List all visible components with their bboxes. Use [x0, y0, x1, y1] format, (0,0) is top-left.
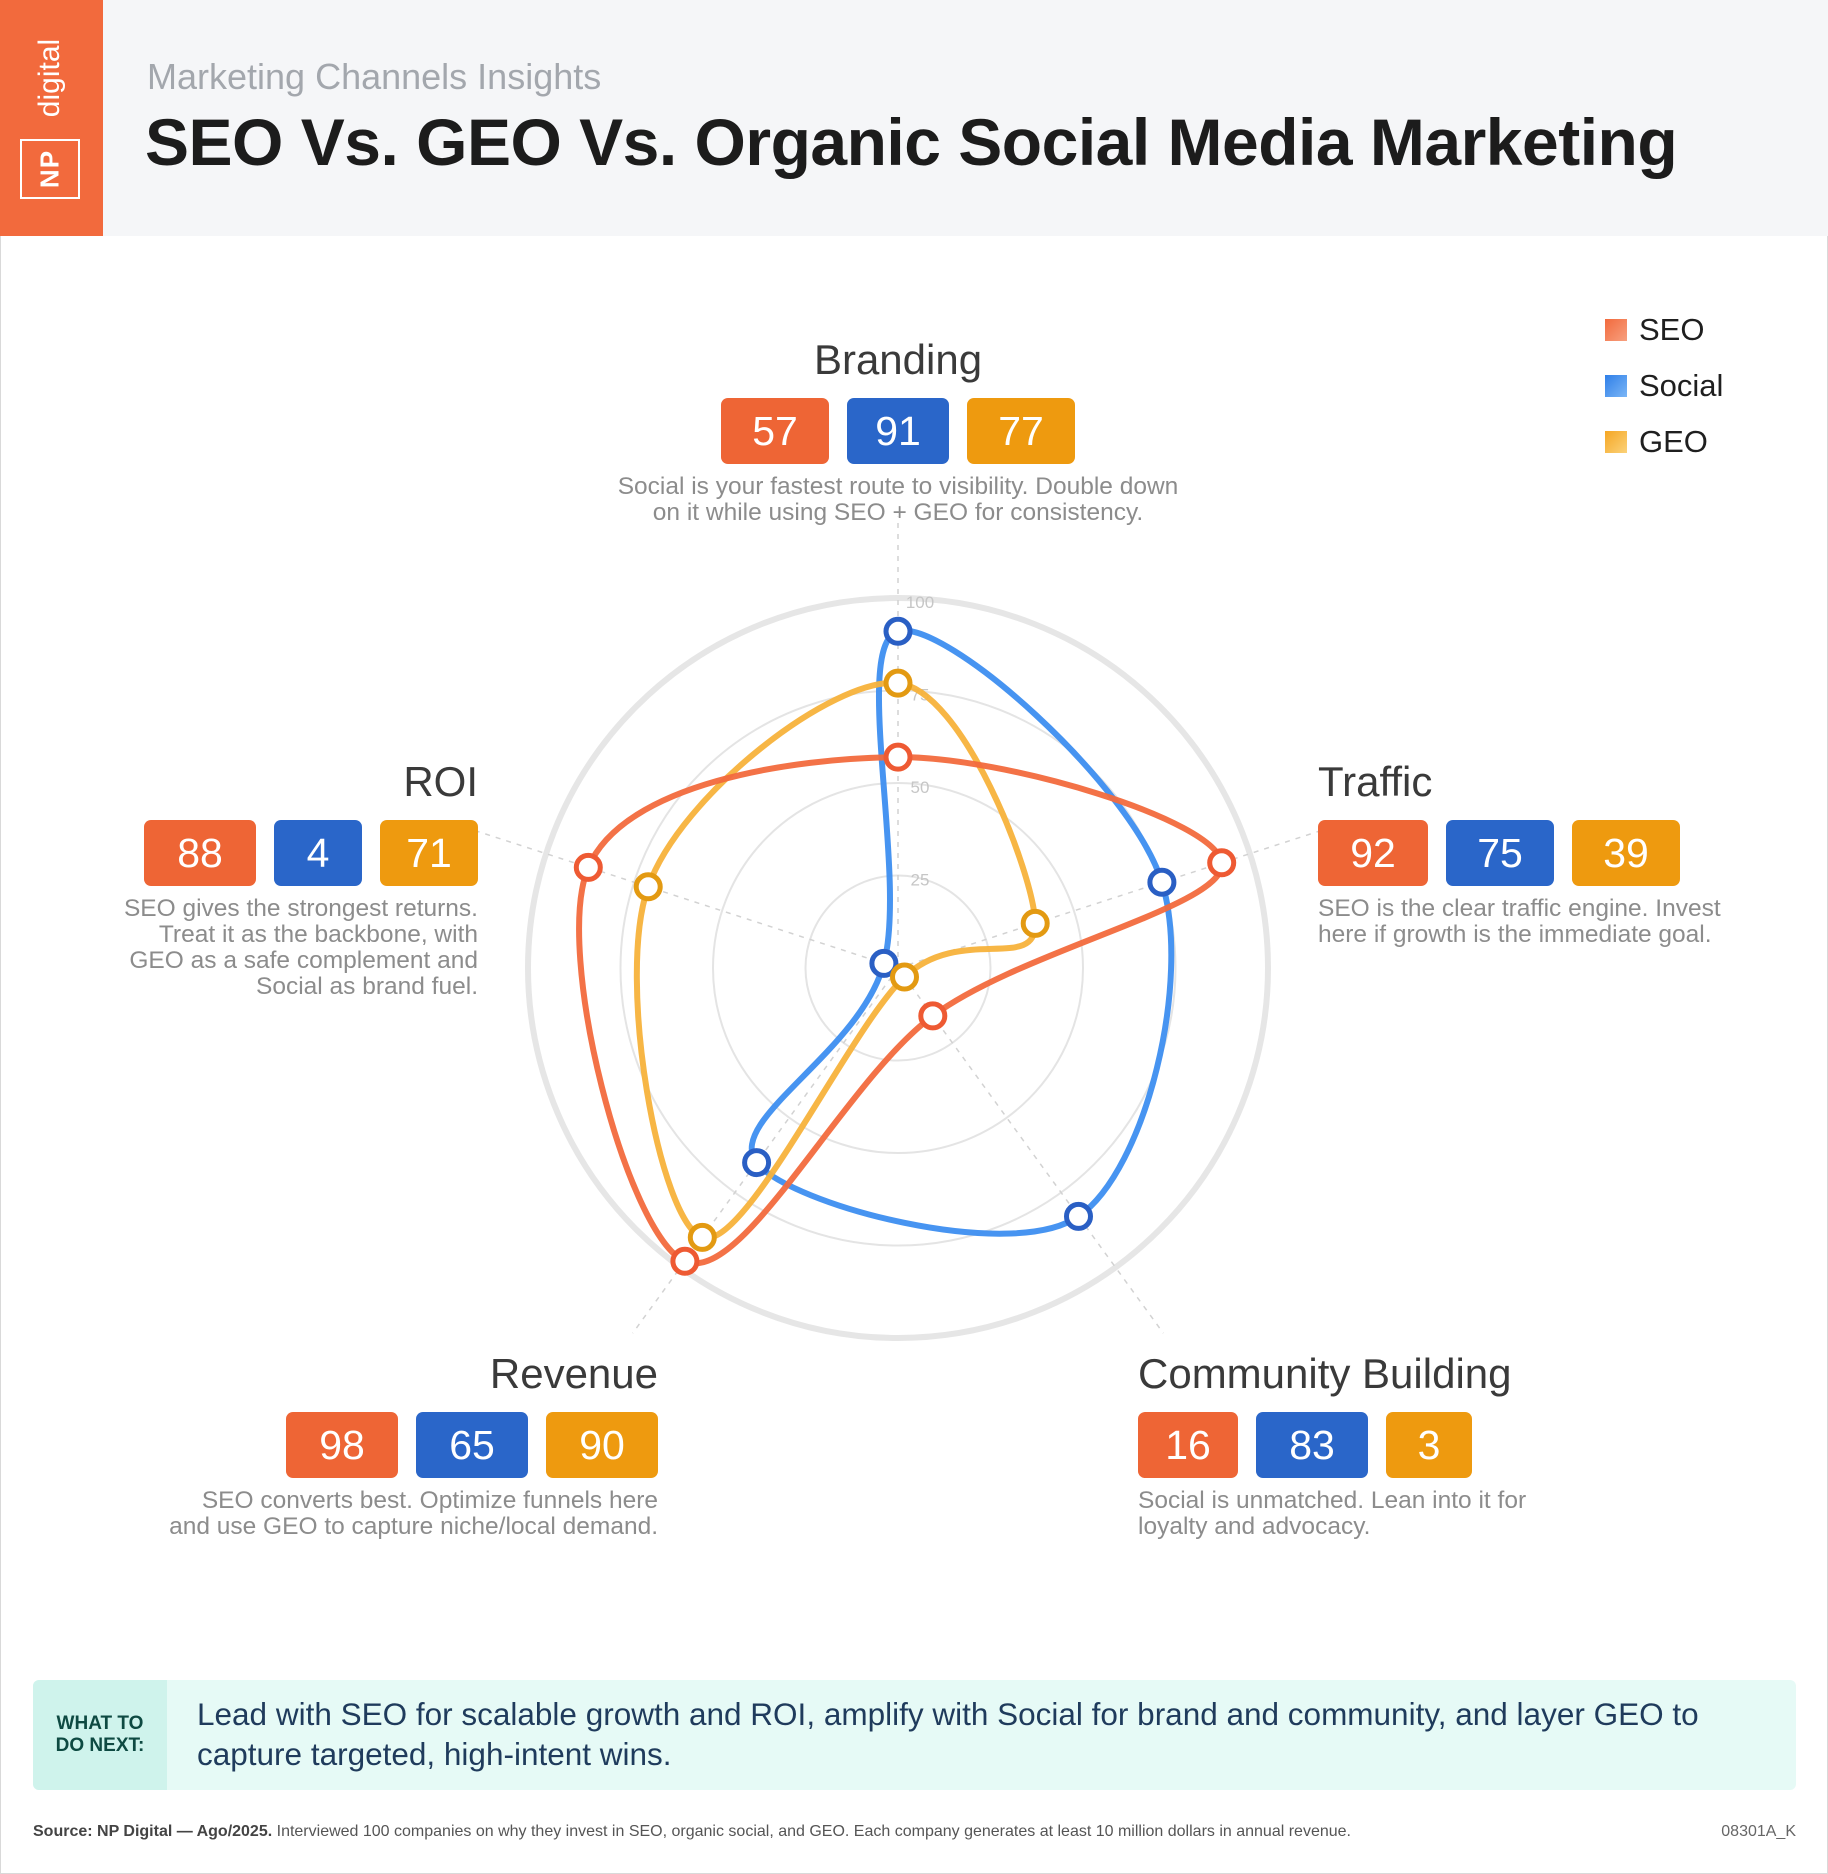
footer-code: 08301A_K — [1721, 1823, 1796, 1840]
legend-label-social: Social — [1639, 368, 1724, 403]
data-point-seo-traffic — [1207, 848, 1237, 878]
data-point-geo-revenue — [687, 1222, 717, 1252]
logo-box — [20, 139, 80, 199]
badge-social-branding: 91 — [847, 398, 949, 464]
category-branding: Branding 57 91 77 Social is your fastest… — [573, 336, 1223, 526]
category-desc-branding: Social is your fastest route to visibili… — [617, 473, 1179, 526]
series-line-geo — [633, 680, 1039, 1241]
footer-source: Source: NP Digital — Ago/2025. Interview… — [33, 1823, 1351, 1841]
category-title-community-building: Community Building — [1138, 1350, 1512, 1397]
data-point-geo-community-building — [890, 962, 919, 992]
badge-seo-revenue: 98 — [286, 1412, 398, 1478]
badge-social-traffic: 75 — [1446, 820, 1554, 886]
badge-social-roi: 4 — [274, 820, 362, 886]
category-desc-roi: SEO gives the strongest returns. Treat i… — [123, 895, 478, 1000]
category-desc-community-building: Social is unmatched. Lean into it for lo… — [1138, 1487, 1527, 1540]
page-subtitle: Marketing Channels Insights — [147, 56, 602, 97]
category-revenue: Revenue 98 65 90 SEO converts best. Opti… — [98, 1350, 658, 1540]
category-traffic: Traffic 92 75 39 SEO is the clear traffi… — [1318, 758, 1798, 948]
axis-line-2 — [897, 967, 1164, 1334]
axis-line-4 — [468, 827, 899, 969]
data-point-social-community-building — [1064, 1201, 1093, 1231]
grid-circle-100 — [525, 595, 1271, 1341]
badge-geo-traffic: 39 — [1572, 820, 1680, 886]
data-point-geo-roi — [633, 872, 663, 902]
grid-circle-50 — [712, 782, 1084, 1154]
data-point-social-roi — [869, 948, 899, 978]
data-point-seo-community-building — [918, 1001, 948, 1031]
data-point-social-branding — [883, 616, 913, 646]
badge-social-revenue: 65 — [416, 1412, 528, 1478]
legend-swatch-social — [1605, 375, 1627, 397]
badge-geo-branding: 77 — [967, 398, 1075, 464]
badges-traffic: 92 75 39 — [1318, 820, 1798, 886]
badge-geo-community-building: 3 — [1386, 1412, 1472, 1478]
badges-revenue: 98 65 90 — [98, 1412, 658, 1478]
category-title-branding: Branding — [813, 336, 983, 383]
np-digital-logo: NP digital — [0, 0, 103, 236]
category-community-building: Community Building 16 83 3 Social is unm… — [1138, 1350, 1618, 1540]
legend-swatch-seo — [1605, 319, 1627, 341]
footer-source-text: Interviewed 100 companies on why they in… — [272, 1823, 1351, 1840]
tick-label-50: 50 — [911, 778, 930, 797]
badge-seo-traffic: 92 — [1318, 820, 1428, 886]
badge-seo-branding: 57 — [721, 398, 829, 464]
chart-legend: SEO Social GEO — [1605, 302, 1723, 470]
tick-label-100: 100 — [906, 593, 934, 612]
data-point-social-traffic — [1147, 867, 1177, 897]
data-point-geo-branding — [883, 668, 913, 698]
badge-geo-revenue: 90 — [546, 1412, 658, 1478]
header: NP digital Marketing Channels Insights S… — [0, 0, 1828, 236]
what-to-do-next-text: Lead with SEO for scalable growth and RO… — [197, 1696, 1699, 1772]
category-title-roi: ROI — [403, 758, 478, 805]
series-line-seo — [576, 754, 1225, 1267]
data-point-social-revenue — [742, 1148, 772, 1178]
badge-seo-roi: 88 — [144, 820, 256, 886]
legend-swatch-geo — [1605, 431, 1627, 453]
category-desc-revenue: SEO converts best. Optimize funnels here… — [169, 1487, 658, 1540]
badges-roi: 88 4 71 — [98, 820, 478, 886]
badges-community-building: 16 83 3 — [1138, 1412, 1618, 1478]
legend-item-seo: SEO — [1605, 302, 1723, 358]
legend-item-geo: GEO — [1605, 414, 1723, 470]
data-point-seo-revenue — [670, 1246, 700, 1276]
legend-item-social: Social — [1605, 358, 1723, 414]
category-title-traffic: Traffic — [1318, 758, 1433, 805]
legend-label-geo: GEO — [1639, 424, 1708, 459]
badge-geo-roi: 71 — [380, 820, 478, 886]
data-point-seo-roi — [573, 852, 603, 882]
series-line-social — [748, 627, 1175, 1237]
data-point-geo-traffic — [1020, 908, 1050, 938]
what-to-do-next-box: WHAT TO DO NEXT: Lead with SEO for scala… — [33, 1680, 1796, 1790]
badge-social-community-building: 83 — [1256, 1412, 1368, 1478]
category-desc-traffic: SEO is the clear traffic engine. Invest … — [1318, 895, 1721, 948]
page-title: SEO Vs. GEO Vs. Organic Social Media Mar… — [145, 105, 1678, 179]
category-title-revenue: Revenue — [489, 1350, 658, 1397]
axis-line-3 — [632, 967, 899, 1334]
footer-source-label: Source: NP Digital — Ago/2025. — [33, 1823, 273, 1840]
category-roi: ROI 88 4 71 SEO gives the strongest retu… — [98, 758, 478, 1000]
data-point-seo-branding — [883, 742, 913, 772]
badges-branding: 57 91 77 — [573, 398, 1223, 464]
what-to-do-next-label: WHAT TO DO NEXT: — [33, 1680, 167, 1790]
axis-line-1 — [897, 827, 1328, 969]
legend-label-seo: SEO — [1639, 312, 1705, 347]
badge-seo-community-building: 16 — [1138, 1412, 1238, 1478]
tick-label-25: 25 — [911, 871, 930, 890]
